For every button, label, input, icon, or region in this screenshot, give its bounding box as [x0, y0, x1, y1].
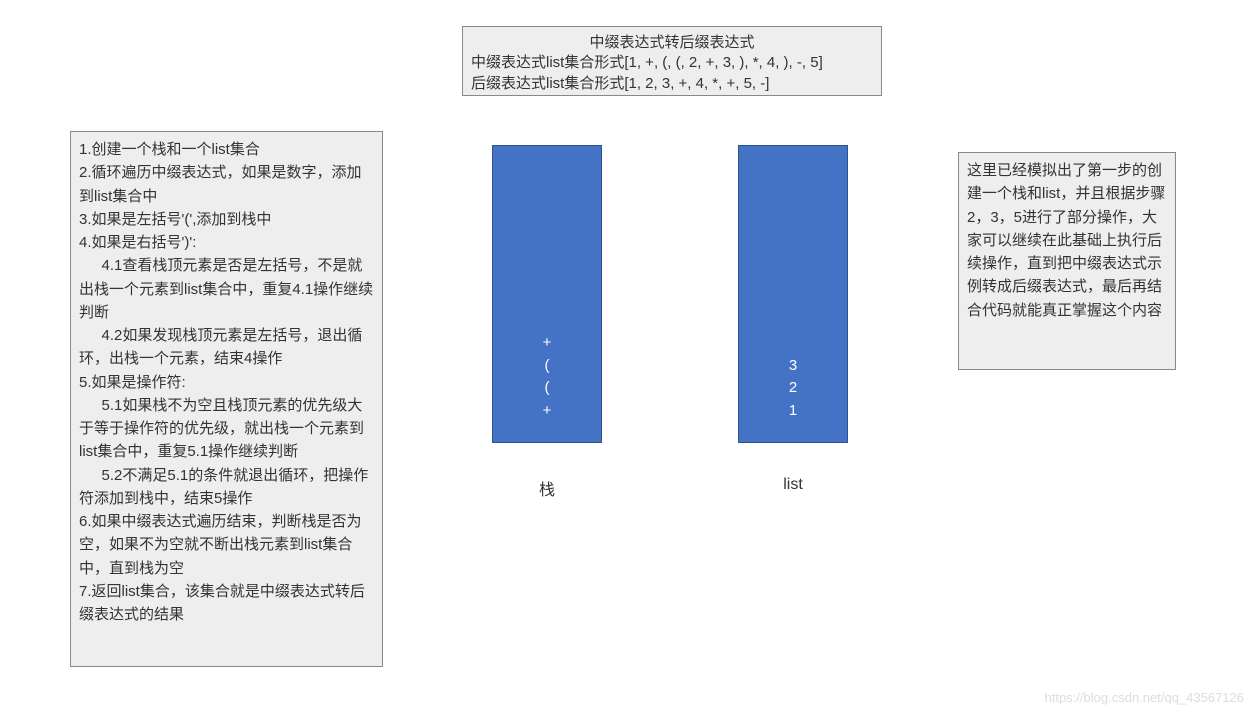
note-text: 这里已经模拟出了第一步的创建一个栈和list，并且根据步骤2，3，5进行了部分操…	[967, 162, 1165, 319]
header-line1: 中缀表达式list集合形式[1, +, (, (, 2, +, 3, ), *,…	[471, 53, 873, 73]
stack-label: 栈	[492, 476, 602, 500]
stack-item: +	[543, 400, 552, 423]
step-7: 7.返回list集合，该集合就是中缀表达式转后缀表达式的结果	[79, 580, 374, 627]
stack-item: (	[545, 377, 550, 400]
step-4-1: 4.1查看栈顶元素是否是左括号，不是就出栈一个元素到list集合中，重复4.1操…	[79, 254, 374, 324]
header-title: 中缀表达式转后缀表达式	[471, 33, 873, 53]
stack-item: +	[543, 332, 552, 355]
step-4-2: 4.2如果发现栈顶元素是左括号，退出循环，出栈一个元素，结束4操作	[79, 324, 374, 371]
list-diagram: 3 2 1	[738, 145, 848, 443]
stack-item: (	[545, 355, 550, 378]
header-line2: 后缀表达式list集合形式[1, 2, 3, +, 4, *, +, 5, -]	[471, 74, 873, 94]
step-4: 4.如果是右括号')':	[79, 231, 374, 254]
list-label: list	[738, 476, 848, 494]
step-1: 1.创建一个栈和一个list集合	[79, 138, 374, 161]
list-item: 1	[789, 400, 797, 423]
note-box: 这里已经模拟出了第一步的创建一个栈和list，并且根据步骤2，3，5进行了部分操…	[958, 152, 1176, 370]
list-item: 3	[789, 355, 797, 378]
step-5: 5.如果是操作符:	[79, 371, 374, 394]
steps-box: 1.创建一个栈和一个list集合 2.循环遍历中缀表达式，如果是数字，添加到li…	[70, 131, 383, 667]
step-2: 2.循环遍历中缀表达式，如果是数字，添加到list集合中	[79, 161, 374, 208]
step-5-1: 5.1如果栈不为空且栈顶元素的优先级大于等于操作符的优先级，就出栈一个元素到li…	[79, 394, 374, 464]
header-box: 中缀表达式转后缀表达式 中缀表达式list集合形式[1, +, (, (, 2,…	[462, 26, 882, 96]
watermark: https://blog.csdn.net/qq_43567126	[1045, 690, 1245, 705]
list-item: 2	[789, 377, 797, 400]
stack-diagram: + ( ( +	[492, 145, 602, 443]
step-5-2: 5.2不满足5.1的条件就退出循环，把操作符添加到栈中，结束5操作	[79, 464, 374, 511]
step-3: 3.如果是左括号'(',添加到栈中	[79, 208, 374, 231]
step-6: 6.如果中缀表达式遍历结束，判断栈是否为空，如果不为空就不断出栈元素到list集…	[79, 510, 374, 580]
